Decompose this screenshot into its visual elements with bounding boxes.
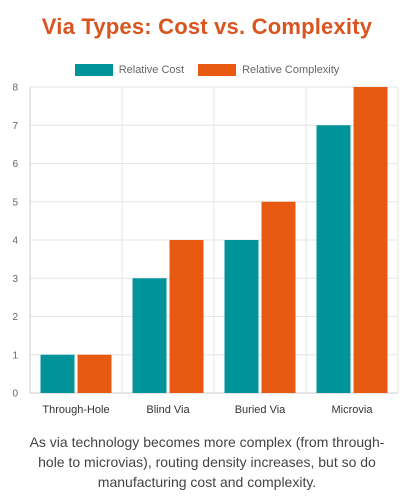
legend-swatch-cost — [74, 64, 113, 76]
axis-labels: 0 1 2 3 4 5 6 7 8 Through-Hole Blind Via Buried Via… — [12, 83, 373, 417]
bar-cost[interactable] — [132, 278, 167, 393]
y-tick-label: 0 — [12, 389, 18, 400]
chart-legend: Relative Cost Relative Complexity — [0, 64, 414, 76]
y-tick-label: 5 — [12, 197, 18, 208]
y-tick-label: 7 — [12, 121, 18, 132]
chart-caption: As via technology becomes more complex (… — [29, 434, 385, 490]
x-category-label: Blind Via — [146, 404, 190, 416]
bar-complexity[interactable] — [261, 201, 296, 393]
legend-item-cost[interactable]: Relative Cost — [74, 64, 185, 76]
y-tick-label: 1 — [12, 350, 18, 361]
legend-item-complexity[interactable]: Relative Complexity — [198, 64, 339, 76]
bar-cost[interactable] — [224, 240, 259, 393]
bar-complexity[interactable] — [77, 354, 112, 393]
bar-chart: 0 1 2 3 4 5 6 7 8 Through-Hole Blind Via Buried Via… — [12, 83, 399, 417]
bars — [40, 87, 388, 393]
legend-swatch-complexity — [198, 64, 237, 76]
bar-complexity[interactable] — [353, 87, 388, 393]
y-tick-label: 8 — [12, 83, 18, 94]
bar-cost[interactable] — [40, 354, 75, 393]
x-category-label: Microvia — [332, 404, 374, 416]
x-category-label: Through-Hole — [42, 404, 109, 416]
y-tick-label: 4 — [12, 236, 18, 247]
y-tick-label: 6 — [12, 159, 18, 170]
y-tick-label: 2 — [12, 312, 18, 323]
bar-cost[interactable] — [316, 125, 351, 393]
legend-label-complexity: Relative Complexity — [242, 64, 340, 76]
y-tick-label: 3 — [12, 274, 18, 285]
bar-complexity[interactable] — [169, 240, 204, 393]
chart-title: Via Types: Cost vs. Complexity — [41, 14, 373, 39]
legend-label-cost: Relative Cost — [118, 64, 185, 76]
x-category-label: Buried Via — [235, 404, 286, 416]
